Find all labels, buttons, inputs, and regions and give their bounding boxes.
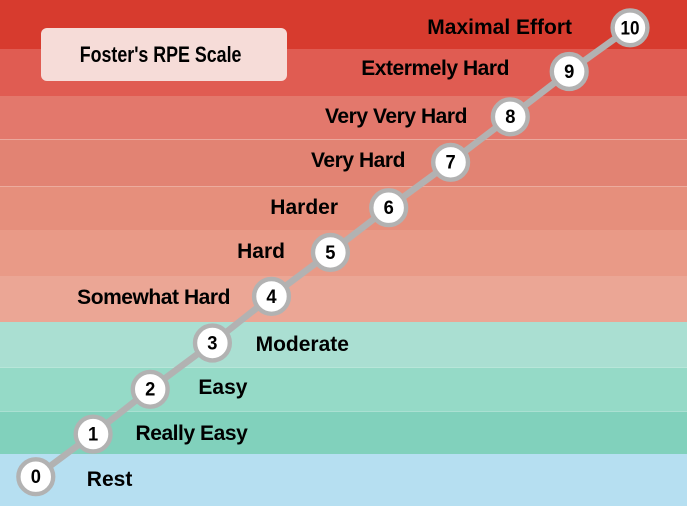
svg-text:1: 1 [88, 425, 99, 446]
svg-text:0: 0 [31, 467, 41, 488]
svg-text:6: 6 [384, 198, 394, 219]
svg-text:7: 7 [446, 153, 456, 174]
svg-text:8: 8 [505, 107, 515, 128]
svg-text:3: 3 [207, 333, 217, 354]
svg-text:10: 10 [621, 18, 640, 39]
svg-text:9: 9 [564, 62, 574, 83]
svg-text:2: 2 [145, 380, 155, 401]
svg-text:5: 5 [325, 243, 336, 264]
svg-text:4: 4 [266, 287, 277, 308]
